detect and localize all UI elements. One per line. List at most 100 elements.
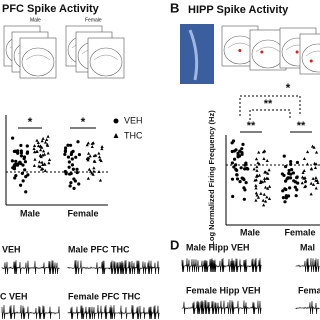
dot xyxy=(25,144,29,148)
dot xyxy=(97,170,101,174)
dot xyxy=(20,171,24,176)
dot xyxy=(236,151,240,155)
recording-site xyxy=(309,59,313,63)
dot xyxy=(19,151,23,155)
dot xyxy=(97,151,101,155)
dot xyxy=(302,157,307,161)
header-label: Male xyxy=(30,17,41,23)
dot xyxy=(32,144,37,148)
dot xyxy=(21,179,25,183)
trace xyxy=(181,299,262,315)
dot xyxy=(261,198,265,202)
dot xyxy=(305,150,310,154)
dot xyxy=(312,145,316,149)
dot xyxy=(36,141,40,145)
dot xyxy=(37,160,42,164)
dot xyxy=(42,152,47,156)
dot xyxy=(265,176,269,180)
dot xyxy=(19,154,24,158)
dot xyxy=(68,184,72,188)
dot xyxy=(19,143,23,148)
dot xyxy=(262,192,266,196)
dot xyxy=(63,146,68,150)
dot xyxy=(68,172,72,176)
dot xyxy=(38,144,43,148)
dot xyxy=(262,203,266,207)
dot xyxy=(69,152,73,157)
significance: ** xyxy=(264,98,273,110)
dot xyxy=(85,143,89,147)
trace xyxy=(67,304,160,320)
dot xyxy=(40,145,44,149)
dot xyxy=(263,185,268,189)
dot xyxy=(94,153,98,157)
dot xyxy=(73,179,77,183)
dot xyxy=(70,163,75,167)
dot xyxy=(262,179,267,183)
dot xyxy=(43,140,48,144)
trace-label: Mal xyxy=(300,242,315,252)
trace-label: Fema xyxy=(298,285,320,295)
dot xyxy=(266,171,270,175)
dot xyxy=(32,147,36,151)
dot xyxy=(66,143,70,147)
dot xyxy=(37,164,41,168)
y-axis-label: Log Normalized Firing Frequency (Hz) xyxy=(207,110,216,246)
x-label: Male xyxy=(20,208,40,218)
dot xyxy=(75,167,79,171)
dot xyxy=(289,172,293,176)
dot xyxy=(43,162,47,166)
dot xyxy=(295,176,299,180)
dot xyxy=(256,195,261,199)
dot xyxy=(295,188,299,192)
dot xyxy=(300,175,305,179)
dot xyxy=(294,194,298,198)
dot xyxy=(26,173,30,177)
dot xyxy=(92,169,96,173)
dot xyxy=(302,168,306,172)
dot xyxy=(243,188,247,192)
dot xyxy=(291,171,295,175)
trace xyxy=(67,260,160,275)
dot xyxy=(47,161,51,165)
dot xyxy=(91,141,95,145)
dot xyxy=(234,163,238,167)
dot xyxy=(42,149,46,153)
dot xyxy=(309,192,313,196)
recording-site xyxy=(238,48,242,52)
slice-frame xyxy=(299,33,320,75)
dot xyxy=(77,182,81,186)
dot xyxy=(85,156,90,160)
dot xyxy=(255,168,259,172)
recording-site xyxy=(260,50,264,54)
dot xyxy=(36,144,41,148)
dot xyxy=(23,160,28,164)
dot xyxy=(283,179,288,183)
dot xyxy=(230,141,234,145)
dot xyxy=(10,136,15,140)
dot xyxy=(283,200,287,204)
significance: * xyxy=(286,81,291,95)
dot xyxy=(242,197,246,201)
dot xyxy=(98,178,103,182)
dot xyxy=(235,168,239,173)
dot xyxy=(281,189,285,193)
dot xyxy=(90,171,94,175)
dot xyxy=(303,180,307,184)
dot xyxy=(303,175,307,179)
dot xyxy=(47,157,52,161)
dot xyxy=(255,193,259,197)
trace-label: Female PFC THC xyxy=(68,291,141,301)
dot xyxy=(313,166,318,170)
slice-detail xyxy=(25,54,51,61)
dot xyxy=(38,153,42,157)
dot xyxy=(63,152,67,156)
dot xyxy=(296,181,300,185)
dot xyxy=(288,186,292,190)
dot xyxy=(86,141,90,145)
dot xyxy=(99,159,103,163)
dot xyxy=(238,180,242,184)
dot xyxy=(39,148,43,152)
dot xyxy=(283,164,288,169)
dot xyxy=(14,159,18,163)
